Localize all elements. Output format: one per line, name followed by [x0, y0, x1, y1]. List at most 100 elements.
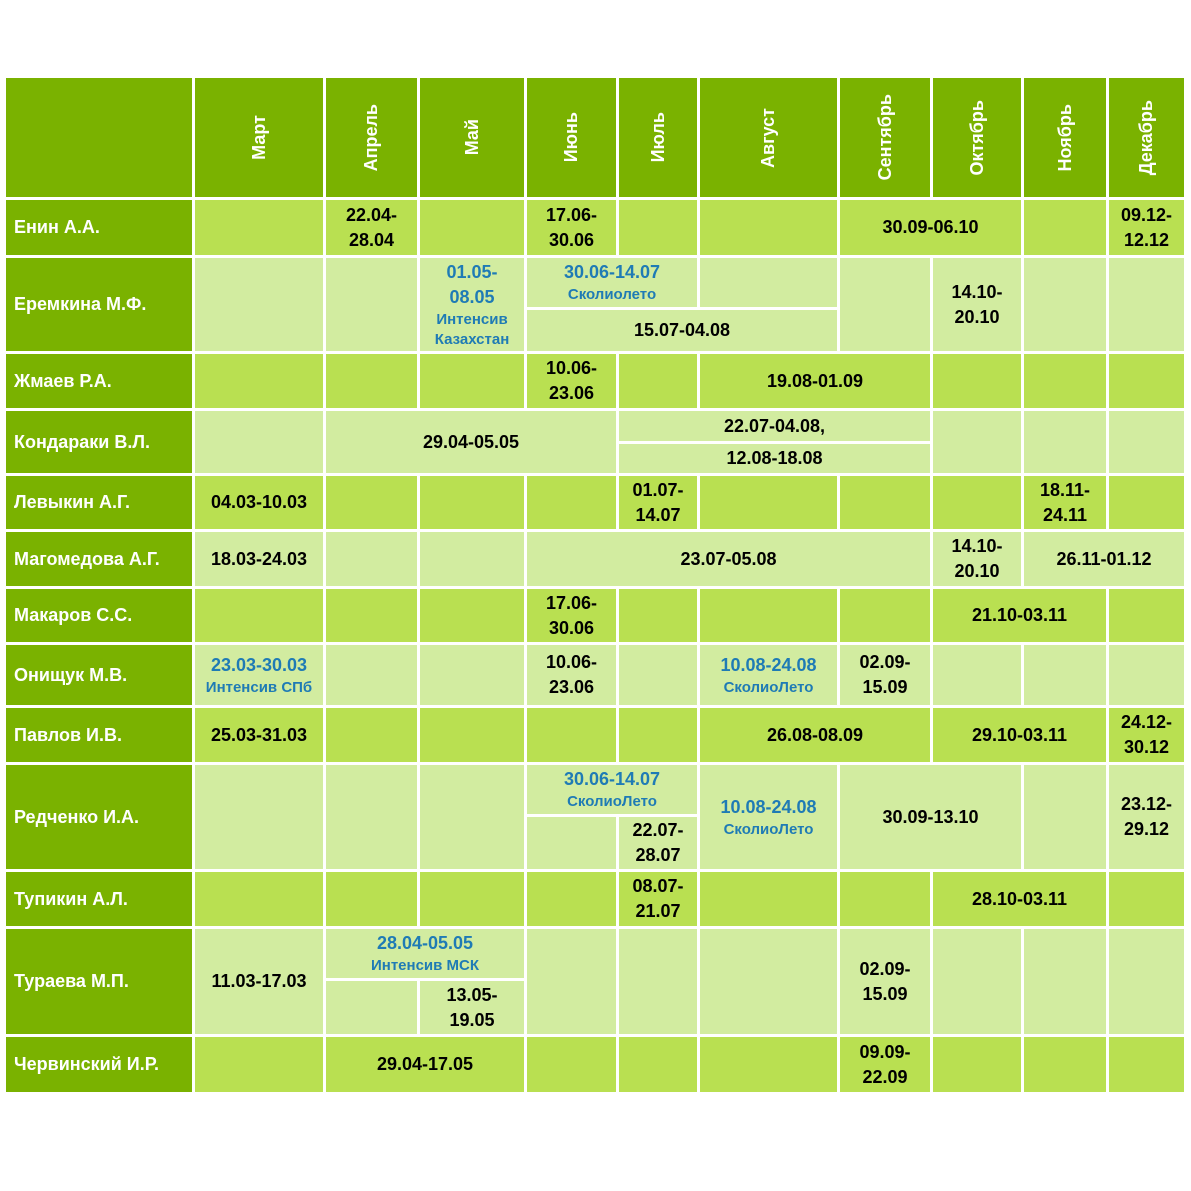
- month-label: Июль: [647, 112, 668, 163]
- event-dates: 14.10- 20.10: [951, 536, 1003, 581]
- event-dates: 30.06-14.07: [563, 262, 661, 282]
- event-cell: 23.12- 29.12: [1109, 765, 1187, 872]
- month-label: Апрель: [361, 103, 381, 172]
- event-cell: 04.03-10.03: [195, 476, 326, 532]
- person-name: Онищук М.В.: [14, 664, 128, 685]
- empty-cell: [195, 589, 326, 645]
- event-dates: 28.10-03.11: [971, 888, 1068, 909]
- event-dates: 21.10-03.11: [971, 605, 1068, 625]
- event-dates: 29.04-05.05: [422, 431, 520, 452]
- empty-cell: [527, 1037, 619, 1095]
- empty-cell: [933, 476, 1024, 532]
- empty-cell: [420, 645, 527, 708]
- schedule-table: Март Апрель Май Июнь Июль Август Сентябрь Октяб…: [6, 78, 1187, 1095]
- event-dates: 23.12- 29.12: [1120, 794, 1173, 839]
- empty-cell: [326, 708, 420, 765]
- event-cell: 10.06- 23.06: [527, 354, 619, 411]
- event-cell: 17.06- 30.06: [527, 200, 619, 258]
- empty-cell: [619, 200, 700, 258]
- event-dates: 01.07- 14.07: [632, 479, 684, 525]
- event-dates: 10.08-24.08: [720, 654, 817, 675]
- event-cell: 12.08-18.08: [619, 444, 933, 476]
- header-corner: [6, 78, 195, 200]
- event-dates: 23.07-05.08: [680, 548, 777, 569]
- empty-cell: [420, 765, 527, 872]
- event-dates: 11.03-17.03: [211, 971, 307, 991]
- empty-cell: [1024, 258, 1109, 354]
- event-dates: 28.04-05.05: [376, 933, 474, 953]
- event-note: СколиоЛето: [723, 820, 814, 838]
- empty-cell: [326, 589, 420, 645]
- event-dates: 30.09-13.10: [882, 806, 979, 827]
- empty-cell: [326, 765, 420, 872]
- empty-cell: [619, 645, 700, 708]
- event-dates: 17.06- 30.06: [545, 592, 598, 638]
- event-dates: 02.09- 15.09: [859, 958, 911, 1004]
- event-cell: 26.08-08.09: [700, 708, 933, 765]
- empty-cell: [619, 589, 700, 645]
- empty-cell: [840, 589, 933, 645]
- row-name: Онищук М.В.: [6, 645, 195, 708]
- empty-cell: [840, 872, 933, 929]
- empty-cell: [1024, 645, 1109, 708]
- event-cell: 24.12- 30.12: [1109, 708, 1187, 765]
- row-name: Тураева М.П.: [6, 929, 195, 1037]
- empty-cell: [326, 872, 420, 929]
- event-cell: 25.03-31.03: [195, 708, 326, 765]
- event-cell: 30.06-14.07 СколиоЛето: [527, 765, 700, 817]
- empty-cell: [933, 354, 1024, 411]
- event-cell: 01.05- 08.05 Интенсив Казахстан: [420, 258, 527, 354]
- person-name: Левыкин А.Г.: [14, 492, 130, 512]
- row-name: Магомедова А.Г.: [6, 532, 195, 589]
- empty-cell: [1109, 1037, 1187, 1095]
- event-cell: 29.04-05.05: [326, 411, 619, 476]
- event-dates: 22.07- 28.07: [632, 820, 684, 865]
- person-name: Енин А.А.: [14, 217, 100, 237]
- empty-cell: [420, 532, 527, 589]
- row-name: Павлов И.В.: [6, 708, 195, 765]
- month-header: Август: [700, 78, 840, 200]
- empty-cell: [840, 476, 933, 532]
- month-header: Июнь: [527, 78, 619, 200]
- event-cell: 22.04- 28.04: [326, 200, 420, 258]
- event-dates: 15.07-04.08: [633, 320, 731, 340]
- empty-cell: [700, 1037, 840, 1095]
- person-name: Тураева М.П.: [14, 971, 129, 991]
- event-cell: 18.03-24.03: [195, 532, 326, 589]
- empty-cell: [195, 354, 326, 411]
- empty-cell: [326, 476, 420, 532]
- row-name: Червинский И.Р.: [6, 1037, 195, 1095]
- event-cell: 23.03-30.03 Интенсив СПб: [195, 645, 326, 708]
- empty-cell: [195, 765, 326, 872]
- event-cell: 29.04-17.05: [326, 1037, 527, 1095]
- empty-cell: [1024, 354, 1109, 411]
- event-dates: 19.08-01.09: [766, 370, 864, 391]
- empty-cell: [420, 708, 527, 765]
- empty-cell: [527, 872, 619, 929]
- empty-cell: [933, 1037, 1024, 1095]
- row-name: Кондараки В.Л.: [6, 411, 195, 476]
- empty-cell: [933, 645, 1024, 708]
- empty-cell: [619, 1037, 700, 1095]
- event-dates: 18.03-24.03: [210, 548, 308, 569]
- empty-cell: [195, 411, 326, 476]
- row-name: Левыкин А.Г.: [6, 476, 195, 532]
- event-cell: 30.09-13.10: [840, 765, 1024, 872]
- event-cell: 22.07-04.08,: [619, 411, 933, 444]
- row-name: Енин А.А.: [6, 200, 195, 258]
- empty-cell: [619, 354, 700, 411]
- event-note: Интенсив Казахстан: [434, 310, 510, 348]
- event-cell: 10.08-24.08 СколиоЛето: [700, 645, 840, 708]
- row-name: Тупикин А.Л.: [6, 872, 195, 929]
- event-dates: 23.03-30.03: [210, 654, 308, 675]
- empty-cell: [420, 589, 527, 645]
- event-dates: 02.09- 15.09: [859, 652, 911, 697]
- event-dates: 13.05- 19.05: [446, 984, 498, 1030]
- event-cell: 10.06- 23.06: [527, 645, 619, 708]
- event-cell: 02.09- 15.09: [840, 645, 933, 708]
- empty-cell: [420, 200, 527, 258]
- month-header: Март: [195, 78, 326, 200]
- empty-cell: [1109, 354, 1187, 411]
- month-header: Ноябрь: [1024, 78, 1109, 200]
- event-dates: 01.05- 08.05: [446, 261, 498, 307]
